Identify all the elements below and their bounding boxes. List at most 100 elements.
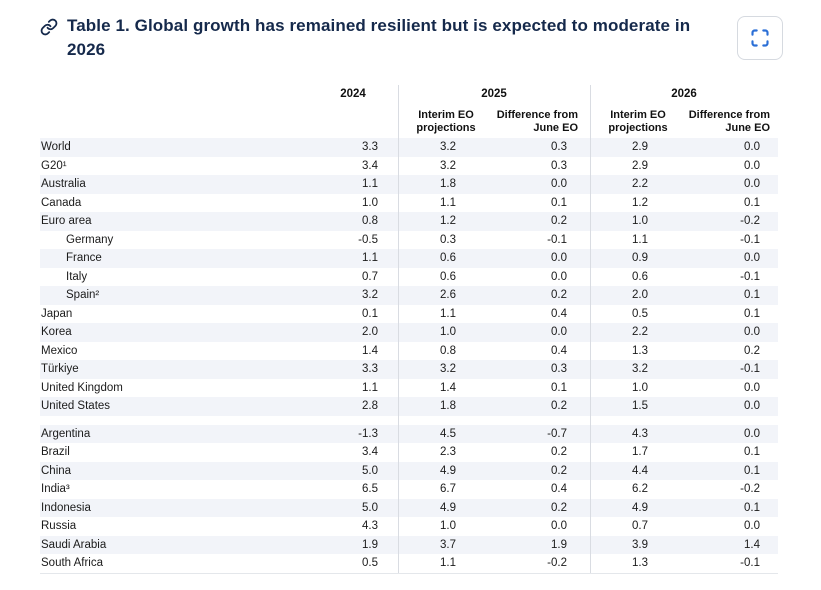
cell-value: 2.3 [440,446,456,459]
cell-value: 3.7 [440,538,456,551]
cell-value: 3.2 [440,159,456,172]
cell-value: 1.2 [632,196,648,209]
cell-value: 0.3 [440,233,456,246]
row-label: Japan [41,307,73,320]
cell-value: 0.1 [744,464,760,477]
cell-value: 5.0 [362,464,378,477]
cell-value: 0.0 [744,381,760,394]
table-row: South Africa 0.5 1.1 -0.2 1.3 -0.1 [40,554,778,573]
cell-value: 1.4 [440,381,456,394]
cell-value: -0.7 [547,427,567,440]
cell-value: 3.2 [362,289,378,302]
cell-value: 4.3 [362,520,378,533]
cell-value: 0.2 [744,344,760,357]
cell-value: 0.2 [551,400,567,413]
link-icon[interactable] [40,18,58,41]
table-row: Türkiye 3.3 3.2 0.3 3.2 -0.1 [40,360,778,379]
cell-value: 0.8 [440,344,456,357]
cell-value: 1.0 [632,381,648,394]
title-bar: Table 1. Global growth has remained resi… [40,14,722,62]
row-label: Germany [66,233,114,246]
cell-value: 4.9 [440,501,456,514]
row-label: United Kingdom [41,381,123,394]
cell-value: -0.2 [740,215,760,228]
cell-value: -0.1 [740,270,760,283]
cell-value: 4.4 [632,464,648,477]
column-divider [398,85,399,573]
row-label: World [41,141,71,154]
cell-value: 1.8 [440,178,456,191]
expand-button[interactable] [737,16,783,60]
table-row: Canada 1.0 1.1 0.1 1.2 0.1 [40,194,778,213]
cell-value: 1.4 [362,344,378,357]
cell-value: 0.4 [551,344,567,357]
cell-value: -0.1 [740,363,760,376]
cell-value: 1.4 [744,538,760,551]
cell-value: 0.1 [744,307,760,320]
table-row: Saudi Arabia 1.9 3.7 1.9 3.9 1.4 [40,535,778,554]
cell-value: 3.4 [362,446,378,459]
table-row: France 1.1 0.6 0.0 0.9 0.0 [40,249,778,268]
table-row: Russia 4.3 1.0 0.0 0.7 0.0 [40,517,778,536]
row-label: Italy [66,270,88,283]
table-row: Japan 0.1 1.1 0.4 0.5 0.1 [40,305,778,324]
cell-value: 3.3 [362,363,378,376]
col-header-2026-diff: Difference from June EO [688,109,770,134]
page-title: Table 1. Global growth has remained resi… [67,16,691,60]
cell-value: 0.1 [362,307,378,320]
cell-value: 0.3 [551,159,567,172]
table-row: United Kingdom 1.1 1.4 0.1 1.0 0.0 [40,379,778,398]
cell-value: 1.7 [632,446,648,459]
row-label: China [41,464,72,477]
cell-value: 0.0 [551,520,567,533]
cell-value: 0.1 [551,196,567,209]
cell-value: 2.8 [362,400,378,413]
cell-value: 1.0 [440,520,456,533]
cell-value: 1.0 [440,326,456,339]
cell-value: 6.7 [440,483,456,496]
cell-value: 1.1 [632,233,648,246]
table-row: Argentina -1.3 4.5 -0.7 4.3 0.0 [40,424,778,443]
cell-value: 2.0 [632,289,648,302]
row-label: South Africa [41,557,104,570]
cell-value: 0.1 [744,289,760,302]
cell-value: 0.0 [744,326,760,339]
row-label: Euro area [41,215,92,228]
cell-value: 0.0 [551,326,567,339]
table-row: Korea 2.0 1.0 0.0 2.2 0.0 [40,323,778,342]
cell-value: 0.0 [744,141,760,154]
row-label: Mexico [41,344,78,357]
cell-value: 0.4 [551,483,567,496]
cell-value: 6.5 [362,483,378,496]
cell-value: 2.9 [632,159,648,172]
cell-value: 3.2 [632,363,648,376]
cell-value: 0.6 [440,252,456,265]
cell-value: 0.0 [744,427,760,440]
header-spacer [40,105,308,138]
cell-value: 0.0 [551,178,567,191]
cell-value: 0.6 [632,270,648,283]
cell-value: 1.1 [362,178,378,191]
cell-value: 1.1 [440,307,456,320]
row-label: Canada [41,196,82,209]
cell-value: 0.1 [744,196,760,209]
row-label: France [66,252,102,265]
cell-value: 3.2 [440,363,456,376]
cell-value: 0.3 [551,363,567,376]
row-label: G20¹ [41,159,67,172]
cell-value: -0.2 [547,557,567,570]
cell-value: 4.9 [632,501,648,514]
row-label: United States [41,400,111,413]
table-row: India³ 6.5 6.7 0.4 6.2 -0.2 [40,480,778,499]
table-row: G20¹ 3.4 3.2 0.3 2.9 0.0 [40,157,778,176]
row-label: Brazil [41,446,70,459]
table-body-advanced: World 3.3 3.2 0.3 2.9 0.0 G20¹ 3.4 3.2 0.3 2.9 0.0 A… [40,138,778,416]
group-separator [40,415,778,425]
col-header-2025-interim: Interim EO projections [416,109,476,134]
cell-value: 0.2 [551,215,567,228]
cell-value: 0.8 [362,215,378,228]
cell-value: 1.0 [632,215,648,228]
cell-value: 0.9 [632,252,648,265]
cell-value: 3.2 [440,141,456,154]
